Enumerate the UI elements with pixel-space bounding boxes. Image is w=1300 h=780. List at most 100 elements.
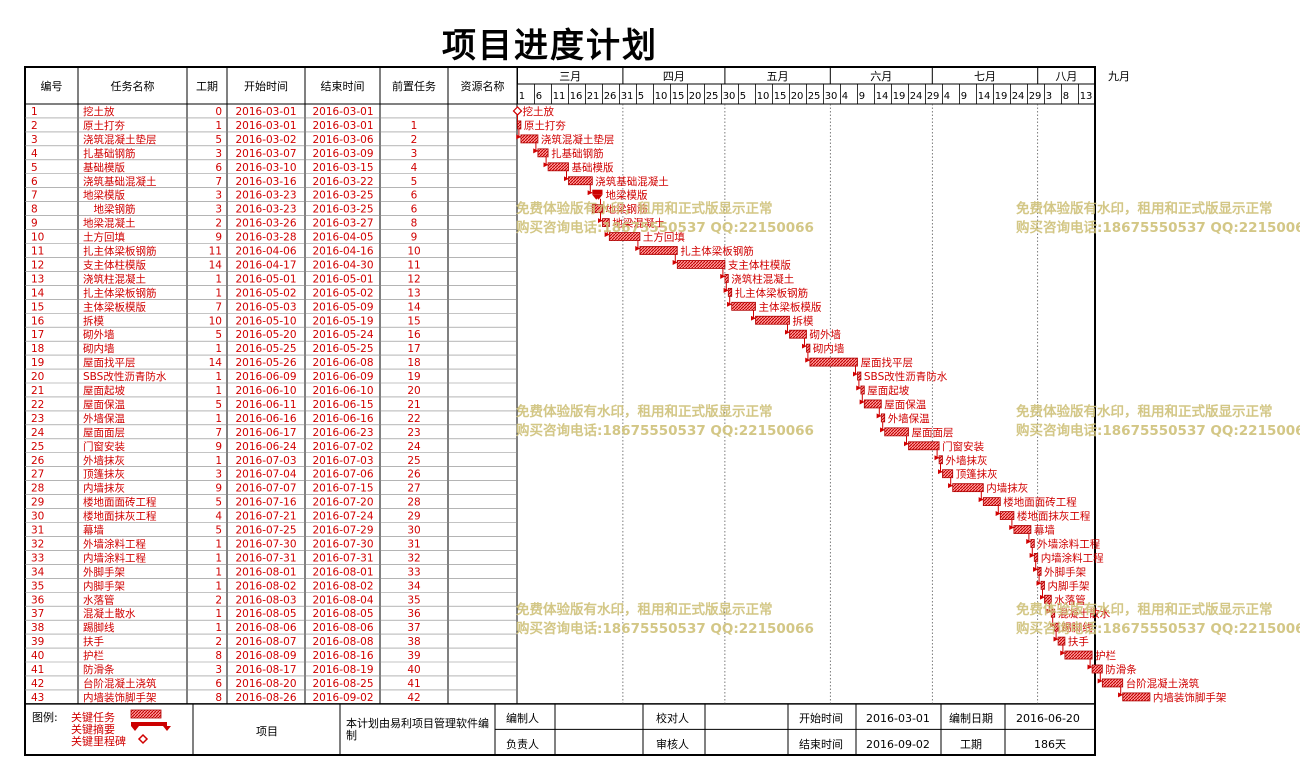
gantt-task[interactable]: 基础模版 — [543, 156, 614, 174]
gantt-task[interactable]: 挖土放 — [512, 105, 555, 118]
table-row[interactable]: 10 土方回填 9 2016-03-28 2016-04-05 9 — [31, 231, 417, 244]
table-row[interactable]: 8 地梁钢筋 3 2016-03-23 2016-03-25 6 — [31, 203, 418, 216]
table-row[interactable]: 37 混凝土散水 1 2016-08-05 2016-08-05 36 — [31, 607, 421, 620]
task-name: 地梁钢筋 — [83, 203, 136, 216]
table-row[interactable]: 34 外脚手架 1 2016-08-01 2016-08-01 33 — [31, 565, 421, 578]
table-row[interactable]: 28 内墙抹灰 9 2016-07-07 2016-07-15 27 — [31, 482, 421, 495]
table-row[interactable]: 17 砌外墙 5 2016-05-20 2016-05-24 16 — [31, 328, 421, 341]
table-row[interactable]: 29 楼地面面砖工程 5 2016-07-16 2016-07-20 28 — [31, 496, 421, 509]
table-row[interactable]: 35 内脚手架 1 2016-08-02 2016-08-02 34 — [31, 579, 421, 592]
gantt-task[interactable]: 扶手 — [1053, 631, 1089, 648]
gantt-task[interactable]: 砌内墙 — [801, 338, 845, 355]
table-row[interactable]: 43 内墙装饰脚手架 8 2016-08-26 2016-09-02 42 — [31, 691, 421, 704]
task-predecessor: 13 — [407, 287, 420, 299]
table-row[interactable]: 21 屋面起坡 1 2016-06-10 2016-06-10 20 — [31, 384, 421, 397]
table-row[interactable]: 38 踢脚线 1 2016-08-06 2016-08-06 37 — [31, 621, 421, 634]
table-row[interactable]: 41 防滑条 3 2016-08-17 2016-08-19 40 — [31, 663, 421, 676]
gantt-task[interactable]: 屋面保温 — [859, 394, 927, 411]
table-row[interactable]: 36 水落管 2 2016-08-03 2016-08-04 35 — [31, 593, 421, 606]
gantt-task[interactable]: 土方回填 — [604, 226, 685, 244]
table-row[interactable]: 13 浇筑柱混凝土 1 2016-05-01 2016-05-01 12 — [31, 272, 421, 285]
table-row[interactable]: 24 屋面面层 7 2016-06-17 2016-06-23 23 — [31, 427, 421, 439]
gantt-task[interactable]: 内脚手架 — [1036, 575, 1090, 592]
gantt-task[interactable]: 屋面找平层 — [805, 352, 913, 369]
table-row[interactable]: 39 扶手 2 2016-08-07 2016-08-08 38 — [31, 635, 421, 648]
table-row[interactable]: 2 原土打夯 1 2016-03-01 2016-03-01 1 — [31, 119, 417, 132]
gantt-task[interactable]: 防滑条 — [1087, 659, 1137, 676]
gantt-task[interactable]: 地梁模版 — [587, 184, 648, 202]
task-name: 楼地面抹灰工程 — [83, 510, 157, 523]
gantt-task[interactable]: 踢脚线 — [1050, 617, 1093, 634]
table-row[interactable]: 3 浇筑混凝土垫层 5 2016-03-02 2016-03-06 2 — [31, 133, 417, 146]
gantt-task[interactable]: 混凝土散水 — [1046, 603, 1111, 620]
table-row[interactable]: 42 台阶混凝土浇筑 6 2016-08-20 2016-08-25 41 — [31, 677, 421, 690]
gantt-task[interactable]: 主体梁板模版 — [727, 296, 822, 313]
gantt-task[interactable]: 外墙涂料工程 — [1026, 533, 1101, 551]
table-row[interactable]: 22 屋面保温 5 2016-06-11 2016-06-15 21 — [31, 398, 421, 411]
gantt-task[interactable]: 屋面起坡 — [856, 380, 910, 397]
task-name: 外墙抹灰 — [83, 454, 125, 467]
task-name: 外脚手架 — [83, 565, 125, 578]
table-row[interactable]: 25 门窗安装 9 2016-06-24 2016-07-02 24 — [31, 440, 421, 453]
table-row[interactable]: 11 扎主体梁板钢筋 11 2016-04-06 2016-04-16 10 — [31, 245, 421, 258]
table-row[interactable]: 32 外墙涂料工程 1 2016-07-30 2016-07-30 31 — [31, 537, 421, 550]
bar-label: 内墙抹灰 — [986, 482, 1028, 495]
table-row[interactable]: 20 SBS改性沥青防水 1 2016-06-09 2016-06-09 19 — [31, 370, 421, 383]
table-row[interactable]: 9 地梁混凝土 2 2016-03-26 2016-03-27 8 — [31, 217, 417, 230]
gantt-task[interactable]: 内墙抹灰 — [948, 477, 1029, 495]
table-row[interactable]: 5 基础模版 6 2016-03-10 2016-03-15 4 — [31, 161, 418, 174]
task-bar — [591, 204, 603, 214]
table-row[interactable]: 18 砌内墙 1 2016-05-25 2016-05-25 17 — [31, 342, 421, 355]
gantt-task[interactable]: 地梁混凝土 — [597, 212, 665, 230]
gantt-task[interactable]: 屋面面层 — [880, 421, 954, 439]
gantt-task[interactable]: 支主体柱模版 — [672, 254, 791, 272]
task-bar — [806, 343, 811, 353]
table-row[interactable]: 40 护栏 8 2016-08-09 2016-08-16 39 — [31, 649, 421, 662]
gantt-task[interactable]: 护栏 — [1060, 645, 1116, 662]
gantt-task[interactable]: 扎主体梁板钢筋 — [635, 240, 754, 258]
gantt-task[interactable]: 幕墙 — [1009, 519, 1056, 537]
table-row[interactable]: 4 扎基础钢筋 3 2016-03-07 2016-03-09 3 — [31, 147, 417, 160]
table-row[interactable]: 6 浇筑基础混凝土 7 2016-03-16 2016-03-22 5 — [31, 175, 417, 188]
bar-label: 顶篷抹灰 — [956, 468, 998, 481]
gantt-task[interactable]: 原土打夯 — [516, 114, 566, 132]
table-row[interactable]: 23 外墙保温 1 2016-06-16 2016-06-16 22 — [31, 412, 421, 425]
table-row[interactable]: 19 屋面找平层 14 2016-05-26 2016-06-08 18 — [31, 356, 421, 369]
gantt-task[interactable]: 浇筑混凝土垫层 — [516, 128, 615, 146]
table-row[interactable]: 15 主体梁板模版 7 2016-05-03 2016-05-09 14 — [31, 300, 421, 313]
gantt-task[interactable]: 地梁钢筋 — [590, 198, 648, 216]
bar-label: 楼地面抹灰工程 — [1017, 510, 1091, 523]
table-row[interactable]: 7 地梁模版 3 2016-03-23 2016-03-25 6 — [31, 189, 418, 202]
task-duration: 1 — [215, 371, 222, 383]
gantt-task[interactable]: 浇筑基础混凝土 — [563, 170, 669, 188]
gantt-task[interactable]: 外脚手架 — [1033, 561, 1087, 578]
task-predecessor: 20 — [407, 385, 420, 397]
gantt-task[interactable]: 楼地面面砖工程 — [978, 491, 1077, 509]
gantt-task[interactable]: 门窗安装 — [903, 435, 985, 453]
table-row[interactable]: 26 外墙抹灰 1 2016-07-03 2016-07-03 25 — [31, 454, 421, 467]
table-row[interactable]: 27 顶篷抹灰 3 2016-07-04 2016-07-06 26 — [31, 468, 421, 481]
gantt-task[interactable]: 浇筑柱混凝土 — [720, 268, 794, 285]
task-name: 防滑条 — [83, 663, 115, 676]
gantt-task[interactable]: 楼地面抹灰工程 — [995, 505, 1091, 523]
task-duration: 11 — [209, 246, 222, 258]
table-row[interactable]: 33 内墙涂料工程 1 2016-07-31 2016-07-31 32 — [31, 551, 421, 564]
gantt-task[interactable]: 砌外墙 — [784, 324, 842, 341]
gantt-task[interactable]: 台阶混凝土浇筑 — [1097, 673, 1200, 690]
table-row[interactable]: 12 支主体柱模版 14 2016-04-17 2016-04-30 11 — [31, 258, 421, 271]
task-name: 屋面面层 — [83, 427, 125, 439]
table-row[interactable]: 16 拆模 10 2016-05-10 2016-05-19 15 — [31, 314, 421, 327]
legend-critical-swatch — [130, 709, 162, 719]
table-row[interactable]: 1 挖土放 0 2016-03-01 2016-03-01 — [31, 105, 374, 118]
gantt-task[interactable]: 外墙保温 — [876, 407, 930, 425]
table-row[interactable]: 30 楼地面抹灰工程 4 2016-07-21 2016-07-24 29 — [31, 510, 421, 523]
table-row[interactable]: 31 幕墙 5 2016-07-25 2016-07-29 30 — [31, 524, 421, 537]
gantt-task[interactable]: 内墙涂料工程 — [1029, 547, 1104, 564]
table-row[interactable]: 14 扎主体梁板钢筋 1 2016-05-02 2016-05-02 13 — [31, 286, 421, 299]
gantt-task[interactable]: 水落管 — [1039, 589, 1086, 606]
gantt-task[interactable]: 扎基础钢筋 — [533, 142, 604, 160]
gantt-task[interactable]: 顶篷抹灰 — [937, 463, 998, 481]
gantt-task[interactable]: 内墙装饰脚手架 — [1118, 686, 1227, 704]
dur-value: 186天 — [1034, 738, 1066, 751]
gantt-task[interactable]: 拆模 — [750, 310, 814, 327]
